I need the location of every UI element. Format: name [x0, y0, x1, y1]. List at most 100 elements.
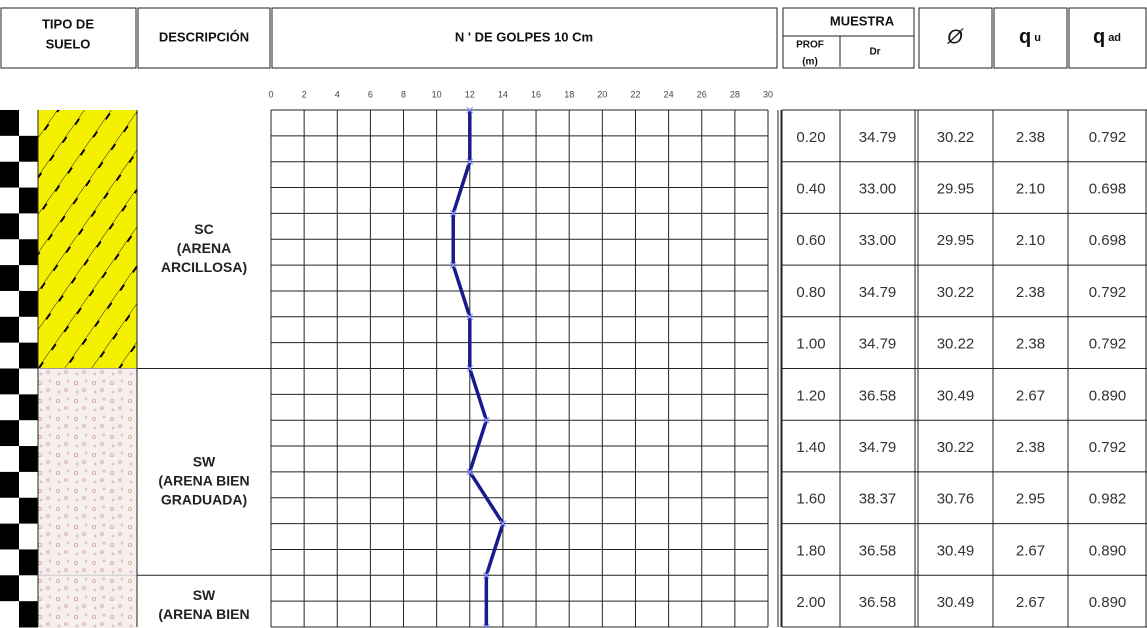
table-cell: 0.792	[1089, 439, 1127, 456]
checker	[0, 601, 19, 627]
table-cell: 34.79	[859, 336, 897, 353]
table-cell: 2.67	[1016, 387, 1045, 404]
layer-text: GRADUADA)	[161, 492, 247, 508]
header-text: SUELO	[46, 36, 91, 51]
table-cell: 33.00	[859, 181, 897, 198]
checker	[19, 394, 38, 420]
layer-text: (ARENA BIEN	[158, 473, 249, 489]
checker	[19, 524, 38, 550]
checker	[19, 420, 38, 446]
table-cell: 0.792	[1089, 336, 1127, 353]
table-cell: 2.95	[1016, 491, 1045, 508]
checker	[0, 472, 19, 498]
layer-text: (ARENA BIEN	[158, 606, 249, 622]
checker	[0, 369, 19, 395]
layer-text: SW	[193, 454, 216, 470]
table-cell: 0.60	[796, 232, 825, 249]
header-text: DESCRIPCIÓN	[159, 29, 249, 44]
table-cell: 38.37	[859, 491, 897, 508]
header-text: PROF	[796, 40, 824, 51]
x-tick-label: 0	[268, 89, 273, 99]
checker	[0, 498, 19, 524]
checker	[0, 524, 19, 550]
table-cell: 30.22	[937, 129, 975, 146]
checker	[0, 549, 19, 575]
checker	[0, 265, 19, 291]
checker	[19, 110, 38, 136]
x-tick-label: 4	[335, 89, 340, 99]
table-cell: 0.80	[796, 284, 825, 301]
checker	[0, 291, 19, 317]
x-tick-label: 2	[302, 89, 307, 99]
table-cell: 36.58	[859, 542, 897, 559]
header-sub: ad	[1108, 32, 1121, 44]
header-main: q	[1019, 26, 1031, 48]
checker	[0, 420, 19, 446]
checker	[0, 213, 19, 239]
table-cell: 2.38	[1016, 439, 1045, 456]
header-text: Dr	[869, 47, 880, 58]
table-cell: 29.95	[937, 181, 975, 198]
table-cell: 2.10	[1016, 181, 1045, 198]
header-sub: u	[1034, 32, 1041, 44]
table-cell: 2.67	[1016, 542, 1045, 559]
layer-text: SC	[194, 221, 213, 237]
x-tick-label: 6	[368, 89, 373, 99]
x-tick-label: 10	[432, 89, 442, 99]
table-cell: 0.890	[1089, 542, 1127, 559]
table-cell: 36.58	[859, 594, 897, 611]
checker	[19, 343, 38, 369]
table-cell: 36.58	[859, 387, 897, 404]
table-cell: 29.95	[937, 232, 975, 249]
table-cell: 33.00	[859, 232, 897, 249]
table-cell: 1.20	[796, 387, 825, 404]
x-tick-label: 22	[630, 89, 640, 99]
table-cell: 0.890	[1089, 594, 1127, 611]
x-tick-label: 16	[531, 89, 541, 99]
table-cell: 30.22	[937, 284, 975, 301]
checker	[0, 162, 19, 188]
table-cell: 0.40	[796, 181, 825, 198]
table-cell: 30.49	[937, 542, 975, 559]
table-cell: 34.79	[859, 284, 897, 301]
table-cell: 2.00	[796, 594, 825, 611]
checker	[19, 498, 38, 524]
x-tick-label: 8	[401, 89, 406, 99]
x-tick-label: 14	[498, 89, 508, 99]
checker	[0, 394, 19, 420]
table-cell: 30.49	[937, 594, 975, 611]
x-tick-label: 18	[564, 89, 574, 99]
table-cell: 30.76	[937, 491, 975, 508]
x-tick-label: 28	[730, 89, 740, 99]
checker	[0, 575, 19, 601]
soil-sc	[38, 110, 137, 369]
checker	[19, 239, 38, 265]
layer-text: (ARENA	[177, 240, 231, 256]
x-tick-label: 26	[697, 89, 707, 99]
checker	[19, 136, 38, 162]
table-cell: 0.698	[1089, 181, 1127, 198]
table-cell: 34.79	[859, 129, 897, 146]
header-text: TIPO DE	[42, 16, 94, 31]
table-cell: 30.49	[937, 387, 975, 404]
checker	[19, 369, 38, 395]
soil-sw	[38, 369, 137, 628]
table-cell: 1.60	[796, 491, 825, 508]
checker	[19, 265, 38, 291]
table-cell: 2.38	[1016, 129, 1045, 146]
checker	[0, 446, 19, 472]
table-cell: 30.22	[937, 336, 975, 353]
checker	[19, 162, 38, 188]
table-cell: 0.792	[1089, 284, 1127, 301]
checker	[0, 239, 19, 265]
checker	[19, 317, 38, 343]
table-cell: 30.22	[937, 439, 975, 456]
checker	[19, 291, 38, 317]
checker	[19, 601, 38, 627]
header-main: q	[1093, 26, 1105, 48]
table-cell: 1.40	[796, 439, 825, 456]
table-cell: 2.38	[1016, 336, 1045, 353]
table-cell: 0.698	[1089, 232, 1127, 249]
checker	[0, 110, 19, 136]
header-text: N ' DE GOLPES 10 Cm	[455, 29, 593, 44]
